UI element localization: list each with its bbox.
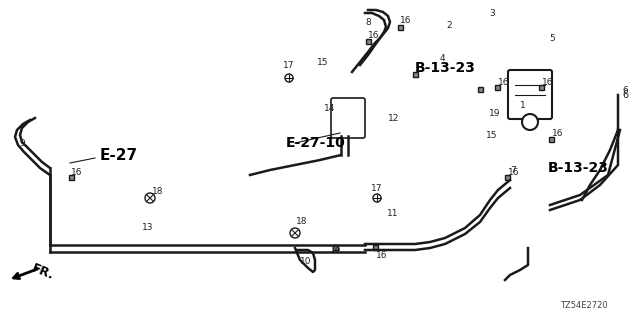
- Text: 17: 17: [371, 183, 383, 193]
- Circle shape: [522, 114, 538, 130]
- Text: 15: 15: [317, 58, 328, 67]
- Text: 9: 9: [19, 139, 25, 148]
- Text: B-13-23: B-13-23: [415, 61, 476, 75]
- Bar: [505, 175, 510, 180]
- Text: 2: 2: [446, 20, 452, 29]
- Bar: [398, 25, 403, 30]
- Text: 16: 16: [498, 77, 509, 86]
- Text: 19: 19: [488, 108, 500, 117]
- Text: 18: 18: [296, 218, 307, 227]
- Text: 7: 7: [510, 165, 516, 174]
- Bar: [366, 39, 371, 44]
- Circle shape: [373, 194, 381, 202]
- Bar: [333, 245, 338, 250]
- Text: 12: 12: [388, 114, 399, 123]
- Text: 16: 16: [552, 129, 563, 138]
- Bar: [539, 85, 544, 90]
- Text: FR.: FR.: [30, 262, 56, 282]
- Text: 6: 6: [622, 85, 628, 94]
- Text: 18: 18: [152, 188, 163, 196]
- Text: E-27-10: E-27-10: [286, 136, 346, 150]
- Bar: [413, 72, 418, 77]
- Text: TZ54E2720: TZ54E2720: [561, 301, 608, 310]
- Circle shape: [145, 193, 155, 203]
- Text: 6: 6: [622, 90, 628, 100]
- Text: 11: 11: [387, 209, 399, 218]
- Text: 5: 5: [549, 34, 555, 43]
- Text: 13: 13: [142, 223, 154, 233]
- Text: E-27: E-27: [100, 148, 138, 163]
- Text: 8: 8: [365, 18, 371, 27]
- Text: 16: 16: [368, 30, 380, 39]
- Text: 14: 14: [324, 103, 335, 113]
- Text: 16: 16: [71, 167, 83, 177]
- Text: 3: 3: [489, 9, 495, 18]
- Circle shape: [285, 74, 293, 82]
- Text: 16: 16: [400, 15, 412, 25]
- Text: 16: 16: [508, 167, 520, 177]
- FancyBboxPatch shape: [508, 70, 552, 119]
- Text: 4: 4: [440, 53, 445, 62]
- Bar: [549, 137, 554, 142]
- FancyBboxPatch shape: [331, 98, 365, 138]
- Text: 15: 15: [486, 131, 497, 140]
- Bar: [69, 175, 74, 180]
- Text: 17: 17: [284, 60, 295, 69]
- Bar: [495, 85, 500, 90]
- Bar: [478, 87, 483, 92]
- Text: 1: 1: [520, 100, 525, 109]
- Text: 16: 16: [376, 251, 387, 260]
- Circle shape: [290, 228, 300, 238]
- Text: 16: 16: [542, 77, 554, 86]
- Bar: [373, 245, 378, 250]
- Text: 16: 16: [330, 245, 342, 254]
- Text: 10: 10: [300, 258, 312, 267]
- Text: B-13-23: B-13-23: [548, 161, 609, 175]
